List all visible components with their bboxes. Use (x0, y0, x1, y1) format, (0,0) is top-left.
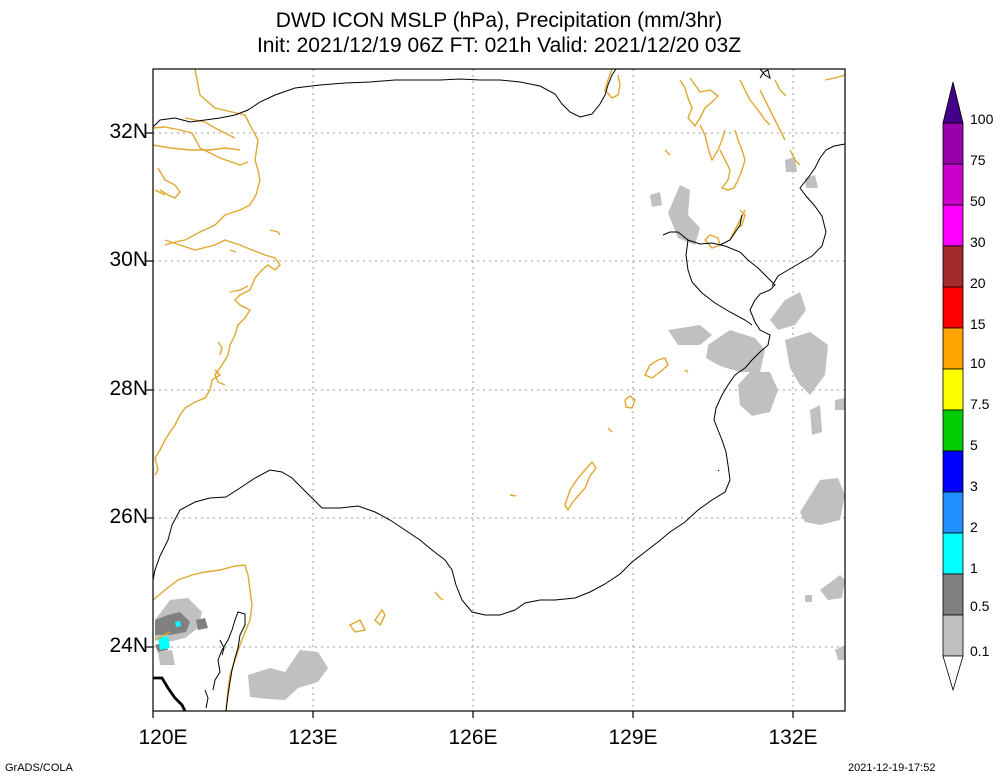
lat-label-24n: 24N (109, 634, 148, 657)
precip-shading-dark (155, 612, 208, 652)
lat-label-26n: 26N (109, 505, 148, 528)
colorbar-top-arrow (942, 81, 964, 124)
lon-label-129e: 129E (608, 726, 658, 749)
boundary-line (153, 676, 187, 712)
colorbar-label: 3 (970, 478, 978, 494)
lon-label-126e: 126E (448, 726, 498, 749)
lat-label-30n: 30N (109, 248, 148, 271)
colorbar-label: 2 (970, 519, 978, 535)
coastlines (152, 68, 846, 712)
footer-credit: GrADS/COLA (5, 762, 73, 774)
map-subtitle: Init: 2021/12/19 06Z FT: 021h Valid: 202… (256, 34, 742, 57)
gridlines (153, 69, 845, 711)
colorbar-label: 5 (970, 437, 978, 453)
colorbar-label: 1 (970, 560, 978, 576)
lat-label-32n: 32N (109, 120, 148, 143)
colorbar-label: 15 (970, 316, 986, 332)
colorbar-label: 75 (970, 152, 986, 168)
colorbar-label: 0.1 (970, 643, 990, 659)
colorbar-label: 100 (970, 111, 994, 127)
map-title: DWD ICON MSLP (hPa), Precipitation (mm/3… (275, 9, 723, 32)
colorbar-label: 7.5 (970, 396, 990, 412)
lon-label-132e: 132E (768, 726, 818, 749)
colorbar-bottom-arrow (942, 655, 964, 692)
lat-label-28n: 28N (109, 377, 148, 400)
colorbar-label: 10 (970, 355, 986, 371)
tick-marks (146, 132, 794, 718)
colorbar (942, 81, 964, 692)
colorbar-label: 30 (970, 234, 986, 250)
lon-label-123e: 123E (288, 726, 338, 749)
colorbar-label: 20 (970, 275, 986, 291)
isobars (152, 68, 846, 712)
colorbar-label: 50 (970, 193, 986, 209)
lon-label-120e: 120E (138, 726, 188, 749)
precip-shading-light (155, 157, 845, 700)
precip-shading-cyan (158, 621, 181, 650)
footer-timestamp: 2021-12-19-17:52 (848, 762, 936, 774)
colorbar-label: 0.5 (970, 598, 990, 614)
